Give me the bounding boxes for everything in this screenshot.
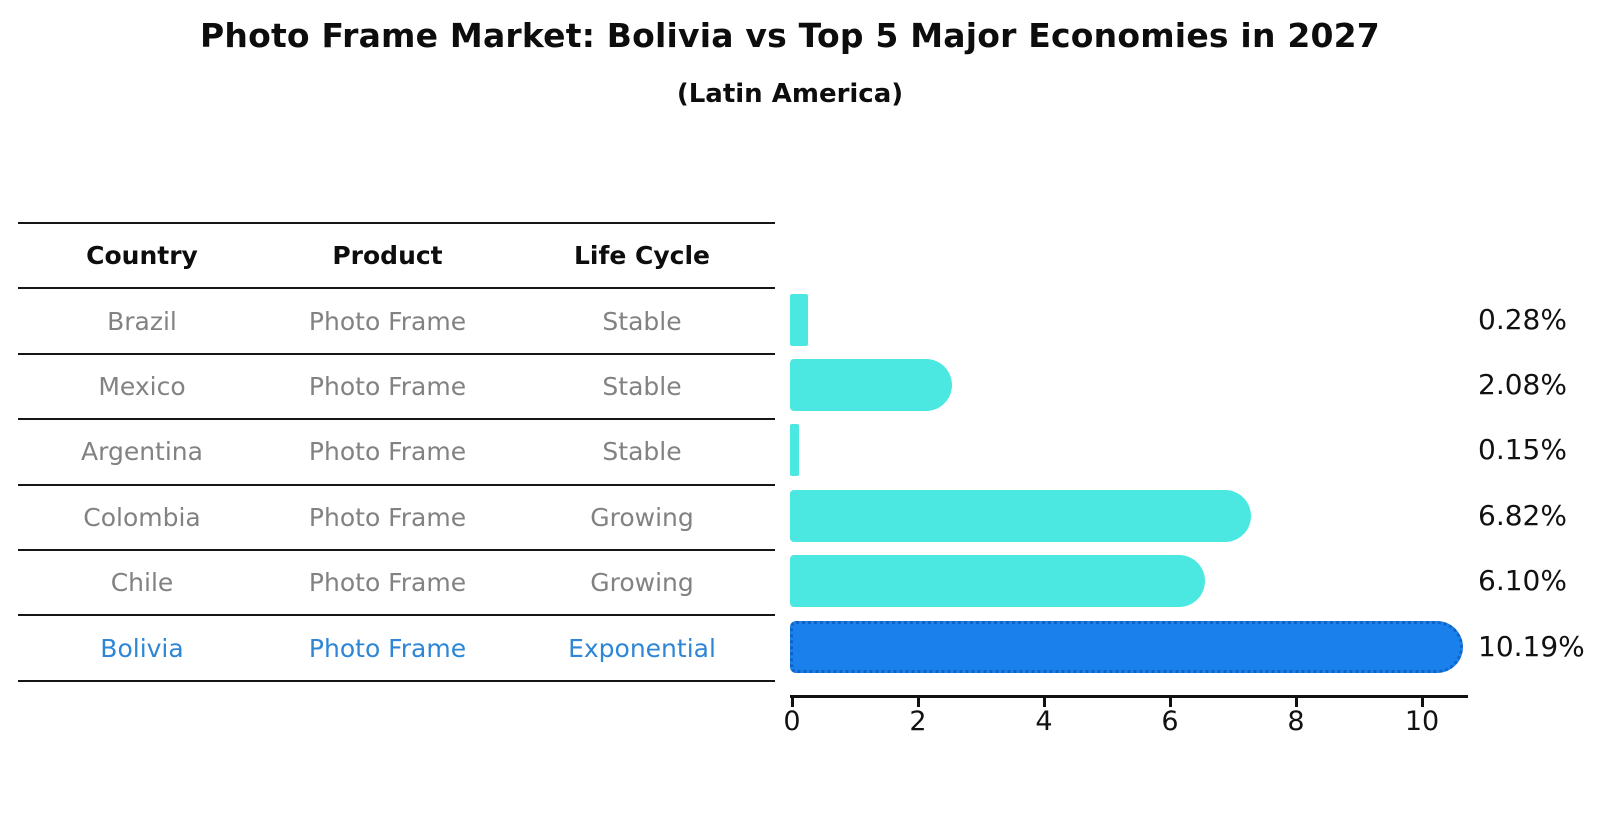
table-header-lifecycle: Life Cycle <box>573 241 711 271</box>
table-cell-country: Brazil <box>107 306 177 336</box>
value-label-colombia: 6.82% <box>1478 499 1567 532</box>
chart-subtitle: (Latin America) <box>676 79 904 109</box>
table-cell-product: Photo Frame <box>308 371 467 401</box>
x-tick-mark <box>1168 698 1172 707</box>
table-cell-product: Photo Frame <box>308 306 467 336</box>
value-label-argentina: 0.15% <box>1478 433 1567 466</box>
value-label-chile: 6.10% <box>1478 564 1567 597</box>
value-label-mexico: 2.08% <box>1478 368 1567 401</box>
table-header-row: Country Product Life Cycle <box>18 224 775 290</box>
bar-brazil <box>790 294 808 346</box>
table-cell-lifecycle: Exponential <box>568 633 716 663</box>
table-header-country: Country <box>86 241 198 271</box>
table-cell-country: Argentina <box>81 437 203 467</box>
x-tick-mark <box>790 698 794 707</box>
table-row: Brazil Photo Frame Stable <box>18 289 775 355</box>
table-cell-lifecycle: Stable <box>602 437 682 467</box>
x-tick-mark <box>916 698 920 707</box>
value-label-brazil: 0.28% <box>1478 303 1567 336</box>
bar-argentina <box>790 424 800 476</box>
table-header-product: Product <box>332 241 443 271</box>
table-cell-country: Bolivia <box>100 633 184 663</box>
x-tick-label: 8 <box>1287 706 1305 737</box>
table-row: Argentina Photo Frame Stable <box>18 420 775 486</box>
value-label-bolivia: 10.19% <box>1478 630 1585 663</box>
x-tick-label: 10 <box>1404 706 1440 737</box>
chart-title: Photo Frame Market: Bolivia vs Top 5 Maj… <box>200 16 1380 55</box>
bar-mexico <box>790 359 953 411</box>
table-cell-lifecycle: Growing <box>590 568 694 598</box>
table-cell-product: Photo Frame <box>308 568 467 598</box>
table-cell-country: Chile <box>110 568 174 598</box>
country-table: Country Product Life Cycle Brazil Photo … <box>18 222 775 682</box>
bar-chile <box>790 555 1206 607</box>
x-axis-line <box>790 695 1468 698</box>
table-row: Mexico Photo Frame Stable <box>18 355 775 421</box>
x-tick-label: 0 <box>783 706 801 737</box>
table-cell-country: Colombia <box>83 502 201 532</box>
bar-colombia <box>790 490 1251 542</box>
table-row: Colombia Photo Frame Growing <box>18 486 775 551</box>
table-cell-lifecycle: Stable <box>602 371 682 401</box>
x-tick-mark <box>1294 698 1298 707</box>
table-cell-country: Mexico <box>98 371 186 401</box>
bar-bolivia <box>790 621 1463 673</box>
table-cell-product: Photo Frame <box>308 437 467 467</box>
table-cell-lifecycle: Stable <box>602 306 682 336</box>
x-tick-mark <box>1042 698 1046 707</box>
x-tick-label: 4 <box>1035 706 1053 737</box>
x-tick-mark <box>1420 698 1424 707</box>
x-tick-label: 6 <box>1161 706 1179 737</box>
table-cell-product: Photo Frame <box>308 633 467 663</box>
table-row: Bolivia Photo Frame Exponential <box>18 616 775 682</box>
table-row: Chile Photo Frame Growing <box>18 551 775 617</box>
table-cell-lifecycle: Growing <box>590 502 694 532</box>
table-cell-product: Photo Frame <box>308 502 467 532</box>
x-tick-label: 2 <box>909 706 927 737</box>
